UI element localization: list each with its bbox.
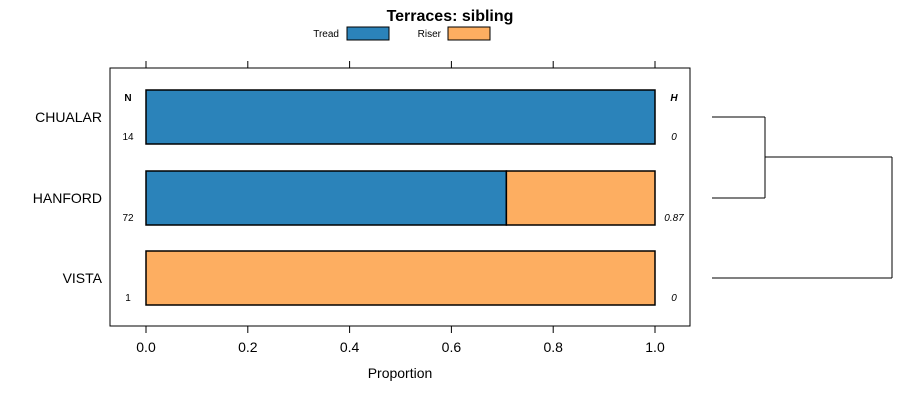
legend: Tread Riser (313, 26, 491, 41)
n-value: 1 (125, 293, 131, 304)
plot-frame (109, 67, 691, 327)
bars (145, 89, 656, 306)
bar-chualar-tread (145, 89, 656, 145)
category-label: VISTA (63, 270, 103, 286)
bar-hanford-tread (145, 170, 508, 226)
x-axis-label: Proportion (368, 365, 433, 381)
legend-label-riser: Riser (418, 29, 442, 40)
x-tick-label: 0.6 (442, 339, 462, 355)
legend-swatch-riser (447, 26, 491, 41)
n-value: 72 (122, 213, 134, 224)
category-label: HANFORD (33, 190, 102, 206)
h-column: H 0 0.87 0 (664, 93, 684, 304)
n-header: N (124, 93, 131, 104)
category-label: CHUALAR (35, 109, 102, 125)
category-labels: CHUALAR HANFORD VISTA (33, 109, 103, 286)
x-tick-label: 1.0 (645, 339, 665, 355)
n-column: N 14 72 1 (122, 93, 134, 304)
x-tick-label: 0.0 (136, 339, 156, 355)
chart-title: Terraces: sibling (387, 8, 514, 25)
x-axis: 0.0 0.2 0.4 0.6 0.8 1.0 (136, 326, 665, 355)
bar-vista-riser (145, 250, 656, 306)
h-value: 0 (671, 132, 677, 143)
h-header: H (670, 93, 678, 104)
x-tick-label: 0.8 (543, 339, 563, 355)
h-value: 0 (671, 293, 677, 304)
x-tick-label: 0.4 (340, 339, 360, 355)
x-tick-label: 0.2 (238, 339, 258, 355)
legend-swatch-tread (346, 26, 390, 41)
n-value: 14 (122, 132, 134, 143)
bar-hanford-riser (505, 170, 656, 226)
h-value: 0.87 (664, 213, 684, 224)
legend-label-tread: Tread (313, 29, 339, 40)
dendrogram (712, 116, 893, 279)
top-ticks (145, 61, 656, 68)
